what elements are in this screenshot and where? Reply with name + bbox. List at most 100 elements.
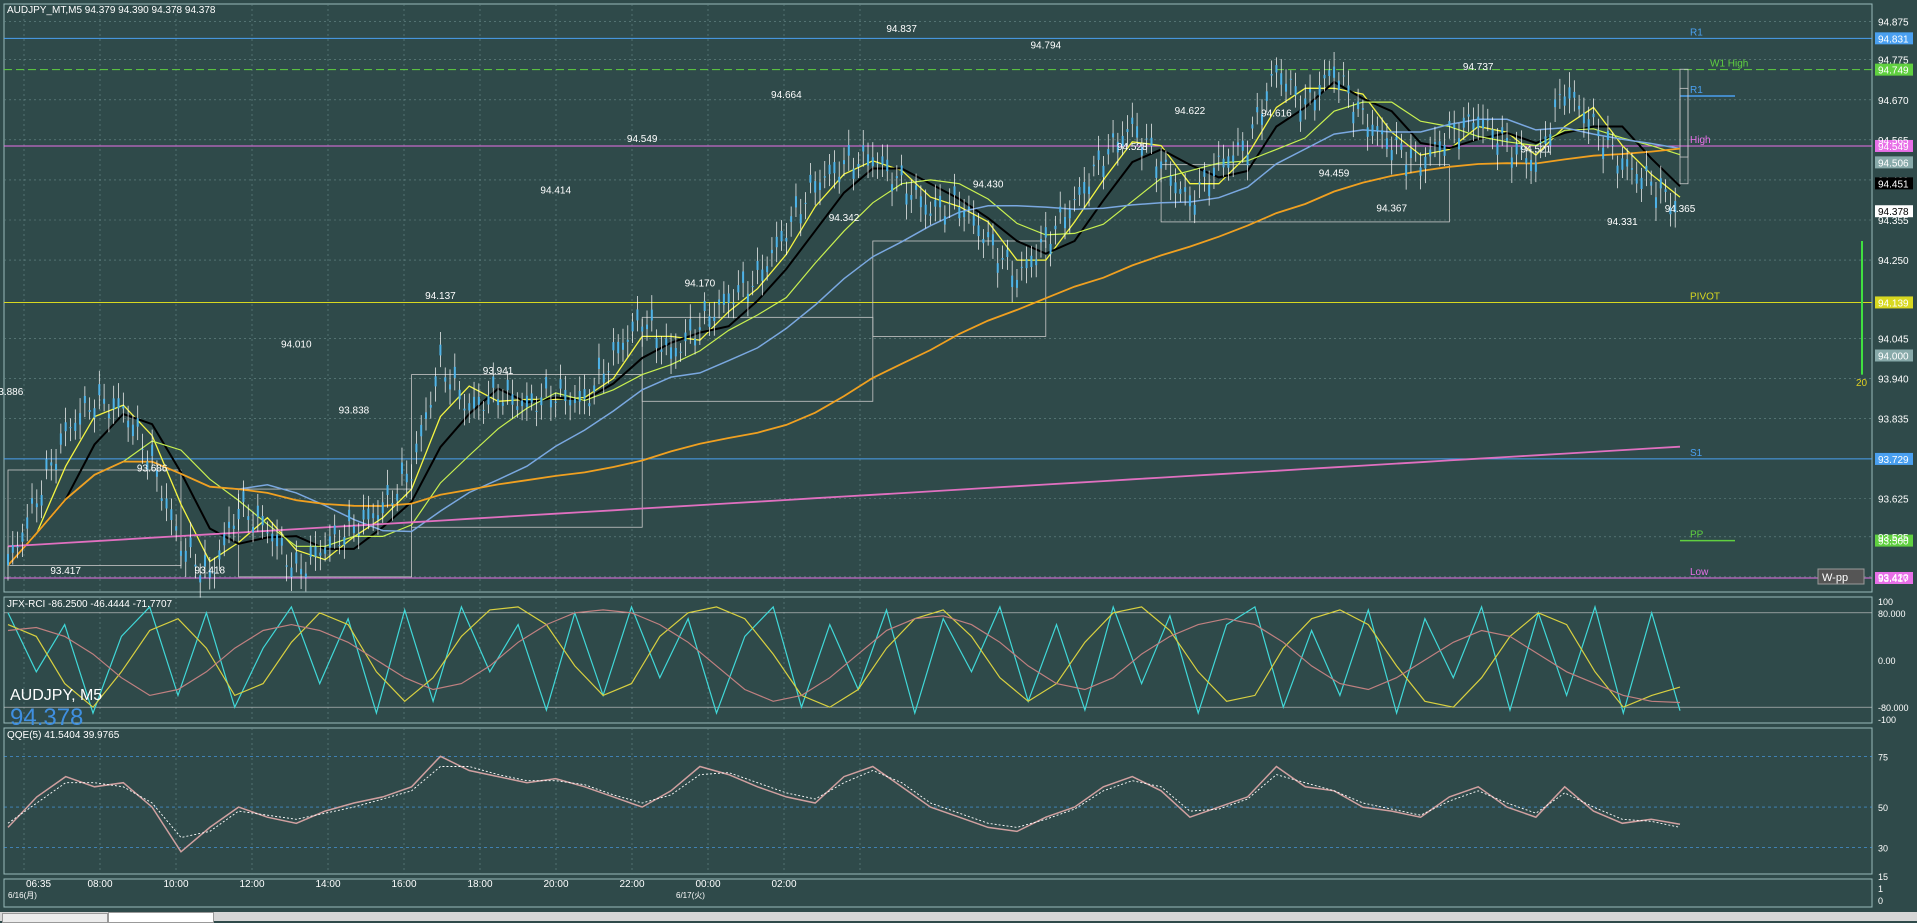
tab-chart-1[interactable] xyxy=(2,913,108,923)
range-box xyxy=(7,469,182,566)
candle-body xyxy=(953,186,956,196)
price-tick-label: 93.420 xyxy=(1878,573,1909,584)
wpp-badge-bg xyxy=(1817,568,1865,585)
candle-body xyxy=(746,293,749,302)
candle-body xyxy=(934,199,937,207)
candle-body xyxy=(1482,119,1485,128)
ma-black xyxy=(7,80,1681,567)
candle-body xyxy=(1443,144,1446,156)
bottom-panel-frame xyxy=(3,878,1873,908)
candle-body xyxy=(256,505,259,517)
candle-body xyxy=(1304,98,1307,105)
candle-body xyxy=(468,403,471,411)
candle-body xyxy=(1313,99,1316,111)
level-label: PIVOT xyxy=(1690,291,1720,302)
candle-body xyxy=(237,508,240,520)
price-annotation: 94.331 xyxy=(1607,217,1638,228)
price-annotation: 94.794 xyxy=(1030,40,1061,51)
candle-body xyxy=(1357,101,1360,109)
price-annotation: 94.459 xyxy=(1319,168,1350,179)
rci-series-line xyxy=(7,606,1681,709)
candle-body xyxy=(64,422,67,432)
candle-body xyxy=(597,357,600,370)
level-label: W1 High xyxy=(1710,59,1748,70)
candle-body xyxy=(280,538,283,546)
level-axis-label: 94.139 xyxy=(1878,298,1909,309)
candle-body xyxy=(1064,216,1067,229)
candle-body xyxy=(929,213,932,216)
candle-body xyxy=(1116,141,1119,153)
candle-body xyxy=(1280,73,1283,85)
candle-body xyxy=(1544,136,1547,144)
candle-body xyxy=(1342,75,1345,77)
candle-body xyxy=(631,321,634,332)
time-tick-label: 18:00 xyxy=(467,879,492,890)
candle-body xyxy=(1208,184,1211,197)
tab-chart-2[interactable] xyxy=(108,912,214,923)
ma-lime xyxy=(7,101,1681,566)
qqe-tick-label: 75 xyxy=(1878,752,1888,762)
candle-body xyxy=(963,210,966,218)
candle-body xyxy=(1198,182,1201,185)
candle-body xyxy=(1510,157,1513,168)
candle-body xyxy=(1160,161,1163,169)
time-axis: 06:35 08:00 10:00 12:00 14:00 16:00 18:00 20:00… xyxy=(8,872,1888,906)
candle-body xyxy=(199,575,202,583)
candle-body xyxy=(756,260,759,270)
candle-body xyxy=(1462,117,1465,128)
candle-body xyxy=(876,163,879,165)
level-axis-tag xyxy=(1875,296,1913,309)
candle-body xyxy=(646,324,649,330)
candle-body xyxy=(843,160,845,165)
candle-body xyxy=(607,371,610,373)
qqe-panel-frame xyxy=(3,727,1873,875)
candle-body xyxy=(943,216,946,225)
candle-body xyxy=(1515,143,1518,155)
candle-body xyxy=(1626,159,1629,167)
candle-body xyxy=(74,422,77,431)
time-tick-label: 20:00 xyxy=(543,879,568,890)
candle-body xyxy=(319,552,322,556)
candle-body xyxy=(170,509,173,521)
candle-body xyxy=(420,424,423,437)
price-tick-label: 93.525 xyxy=(1878,533,1909,544)
candle-body xyxy=(242,491,245,502)
time-tick-label: 16:00 xyxy=(391,879,416,890)
candle-body xyxy=(338,545,341,547)
candle-body xyxy=(1011,275,1014,288)
candle-body xyxy=(1121,135,1124,147)
candle-body xyxy=(1592,113,1595,118)
candle-body xyxy=(1405,164,1408,176)
candle-body xyxy=(482,409,485,411)
candle-body xyxy=(525,395,528,407)
candle-body xyxy=(910,194,913,200)
candle-body xyxy=(545,377,548,389)
candle-body xyxy=(376,515,379,520)
rci-panel-frame xyxy=(3,596,1873,724)
candle-body xyxy=(1400,143,1403,150)
candle-body xyxy=(636,309,639,321)
price-tick-label: 94.355 xyxy=(1878,216,1909,227)
candle-body xyxy=(1054,225,1057,230)
candle-body xyxy=(290,567,293,577)
level-axis-label: 94.831 xyxy=(1878,34,1909,45)
candle-body xyxy=(1102,165,1105,177)
candle-body xyxy=(324,547,327,554)
candle-body xyxy=(304,573,307,578)
candle-body xyxy=(1669,207,1672,215)
candle-body xyxy=(1246,154,1249,166)
candle-body xyxy=(549,399,552,408)
price-annotation: 94.137 xyxy=(425,291,456,302)
candle-body xyxy=(1371,124,1374,136)
candle-body xyxy=(189,537,192,548)
candle-body xyxy=(886,159,889,172)
candle-body xyxy=(165,498,168,509)
candle-body xyxy=(785,237,788,242)
candle-body xyxy=(1602,147,1605,159)
candle-body xyxy=(50,462,53,466)
candle-body xyxy=(862,145,865,152)
candle-body xyxy=(1433,141,1436,145)
candle-body xyxy=(679,351,682,353)
candle-body xyxy=(1457,138,1460,150)
candle-body xyxy=(79,413,82,425)
